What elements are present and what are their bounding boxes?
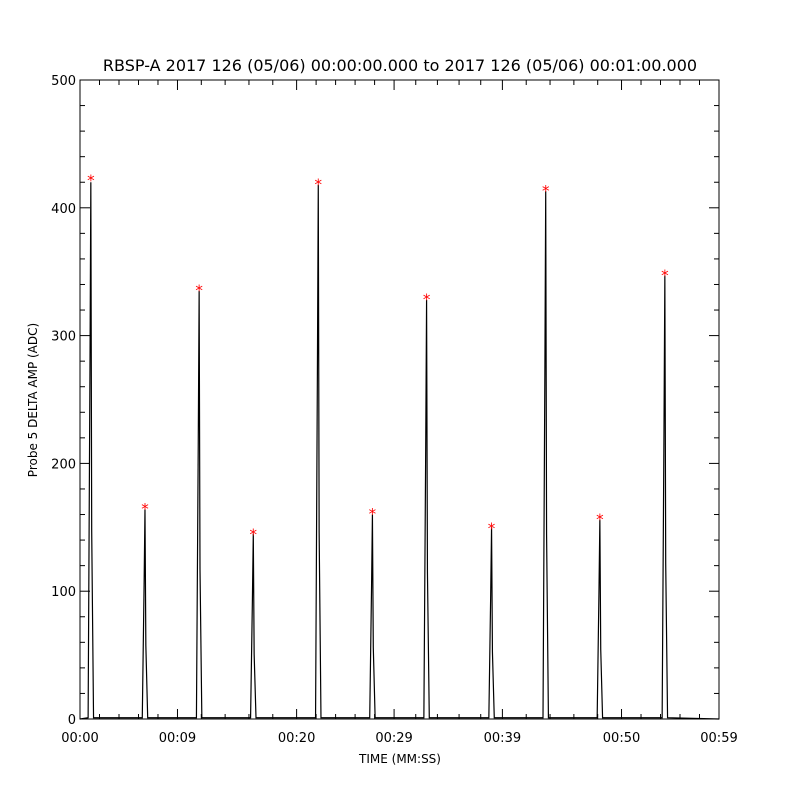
series-group xyxy=(79,182,720,720)
x-axis-label: TIME (MM:SS) xyxy=(358,752,441,766)
x-tick-label: 00:59 xyxy=(700,731,737,746)
y-axis-label: Probe 5 DELTA AMP (ADC) xyxy=(26,323,40,477)
peak-marker: * xyxy=(661,266,669,284)
tick-labels: 0 100 200 300 400 500 00:00 00:09 00:20 00:29 00:3… xyxy=(51,74,738,746)
x-tick-label: 00:50 xyxy=(603,731,640,746)
peak-marker: * xyxy=(141,500,149,518)
x-tick-label: 00:29 xyxy=(375,731,412,746)
series-line-0 xyxy=(79,182,720,720)
peak-markers: * * * * * * * * * * * xyxy=(87,172,669,544)
peak-marker: * xyxy=(596,510,604,528)
peak-marker: * xyxy=(423,291,431,309)
y-tick-label: 300 xyxy=(51,330,76,345)
y-tick-label: 500 xyxy=(51,74,76,89)
axis-ticks xyxy=(79,79,720,720)
peak-marker: * xyxy=(87,172,95,190)
y-tick-label: 200 xyxy=(51,457,76,472)
x-tick-label: 00:39 xyxy=(484,731,521,746)
y-tick-label: 400 xyxy=(51,202,76,217)
y-tick-label: 0 xyxy=(68,713,76,728)
plot-frame xyxy=(79,79,720,720)
peak-marker: * xyxy=(488,519,496,537)
chart-title: RBSP-A 2017 126 (05/06) 00:00:00.000 to … xyxy=(103,56,697,75)
peak-marker: * xyxy=(542,182,550,200)
peak-marker: * xyxy=(250,526,258,544)
x-tick-label: 00:20 xyxy=(278,731,315,746)
peak-marker: * xyxy=(315,176,323,194)
x-tick-label: 00:09 xyxy=(159,731,196,746)
peak-marker: * xyxy=(369,505,377,523)
y-tick-label: 100 xyxy=(51,585,76,600)
peak-marker: * xyxy=(195,282,203,300)
x-tick-label: 00:00 xyxy=(61,731,98,746)
